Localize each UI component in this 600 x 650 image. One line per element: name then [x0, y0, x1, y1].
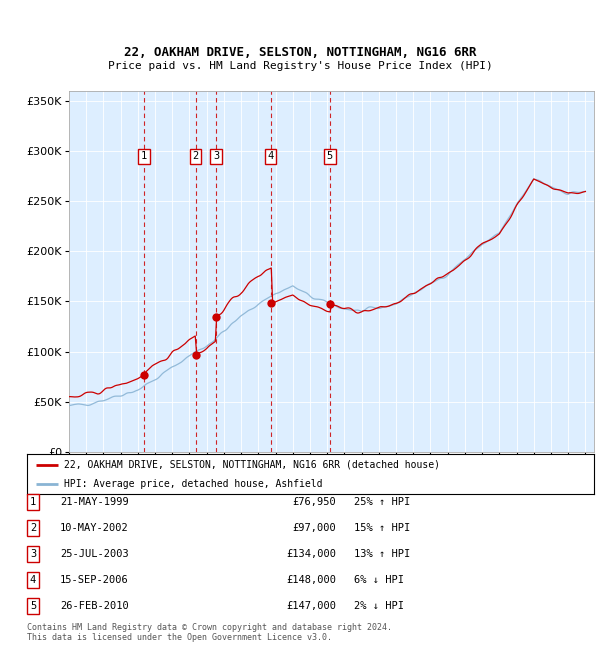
Text: 10-MAY-2002: 10-MAY-2002: [60, 523, 129, 533]
Text: 4: 4: [30, 575, 36, 585]
Text: 5: 5: [326, 151, 333, 161]
Text: £134,000: £134,000: [286, 549, 336, 559]
Text: HPI: Average price, detached house, Ashfield: HPI: Average price, detached house, Ashf…: [64, 479, 322, 489]
Text: 6% ↓ HPI: 6% ↓ HPI: [354, 575, 404, 585]
Text: 21-MAY-1999: 21-MAY-1999: [60, 497, 129, 507]
Text: 3: 3: [30, 549, 36, 559]
Text: 22, OAKHAM DRIVE, SELSTON, NOTTINGHAM, NG16 6RR: 22, OAKHAM DRIVE, SELSTON, NOTTINGHAM, N…: [124, 46, 476, 58]
Text: £97,000: £97,000: [292, 523, 336, 533]
Text: 4: 4: [268, 151, 274, 161]
Text: 25-JUL-2003: 25-JUL-2003: [60, 549, 129, 559]
Text: Contains HM Land Registry data © Crown copyright and database right 2024.
This d: Contains HM Land Registry data © Crown c…: [27, 623, 392, 642]
Text: 3: 3: [213, 151, 219, 161]
Text: £76,950: £76,950: [292, 497, 336, 507]
Text: 15% ↑ HPI: 15% ↑ HPI: [354, 523, 410, 533]
Text: 2% ↓ HPI: 2% ↓ HPI: [354, 601, 404, 611]
Text: 1: 1: [141, 151, 148, 161]
Text: £147,000: £147,000: [286, 601, 336, 611]
Text: 1: 1: [30, 497, 36, 507]
Text: 25% ↑ HPI: 25% ↑ HPI: [354, 497, 410, 507]
Text: 2: 2: [30, 523, 36, 533]
Text: 26-FEB-2010: 26-FEB-2010: [60, 601, 129, 611]
Text: £148,000: £148,000: [286, 575, 336, 585]
Text: Price paid vs. HM Land Registry's House Price Index (HPI): Price paid vs. HM Land Registry's House …: [107, 61, 493, 72]
Text: 5: 5: [30, 601, 36, 611]
Text: 2: 2: [193, 151, 199, 161]
Text: 15-SEP-2006: 15-SEP-2006: [60, 575, 129, 585]
Text: 22, OAKHAM DRIVE, SELSTON, NOTTINGHAM, NG16 6RR (detached house): 22, OAKHAM DRIVE, SELSTON, NOTTINGHAM, N…: [64, 460, 440, 469]
Text: 13% ↑ HPI: 13% ↑ HPI: [354, 549, 410, 559]
